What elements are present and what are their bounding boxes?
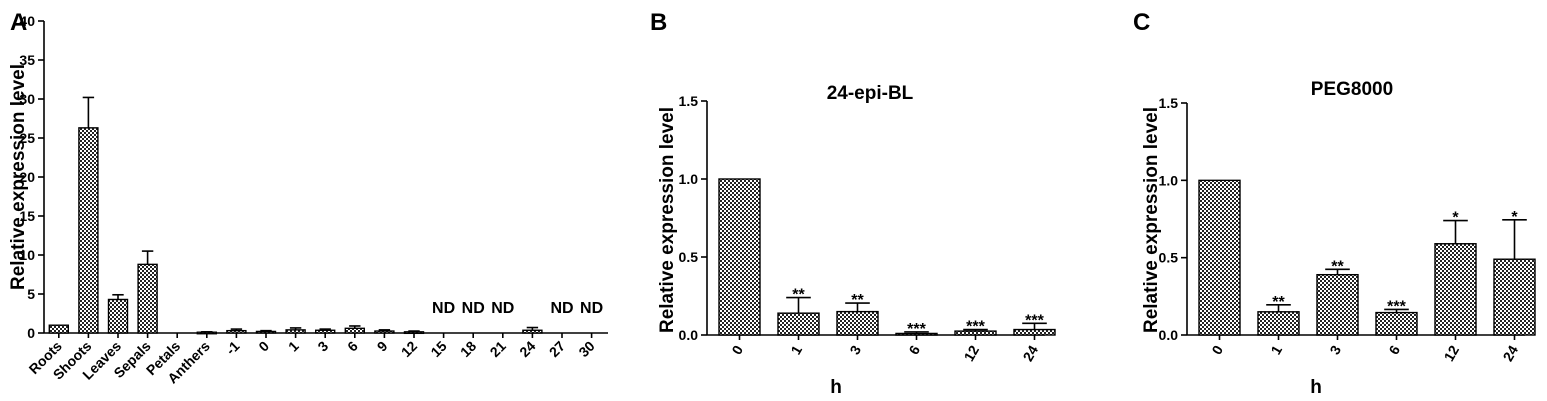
panel-b: B 24-epi-BL Relative expression level h 0.0 0… <box>650 9 1056 398</box>
x-tick-label: 21 <box>487 338 509 360</box>
y-axis-label: Relative expression level <box>657 107 678 333</box>
y-tick-label: 0.5 <box>1159 250 1179 266</box>
y-tick-label: 0.5 <box>679 249 699 265</box>
bar <box>1316 273 1359 336</box>
bar <box>522 329 543 334</box>
y-tick-label: 35 <box>19 52 35 68</box>
x-tick-label: 27 <box>546 338 568 360</box>
bar <box>1198 179 1241 336</box>
y-tick-label: 20 <box>19 169 35 185</box>
significance-label: *** <box>1025 312 1044 329</box>
x-tick-label: 12 <box>1440 342 1462 364</box>
y-tick-label: 40 <box>19 13 35 29</box>
x-tick-label: 0 <box>1208 342 1226 357</box>
x-tick-label: 0 <box>255 338 272 355</box>
x-axis-label: h <box>830 377 842 398</box>
bar <box>1493 258 1536 336</box>
y-tick-label: 1.0 <box>679 171 699 187</box>
bar <box>255 330 277 334</box>
not-detected-label: ND <box>432 300 455 317</box>
y-tick-label: 0.0 <box>679 327 699 343</box>
y-tick-label: 15 <box>19 208 35 224</box>
bar <box>777 312 820 336</box>
bar <box>107 298 129 334</box>
significance-label: * <box>1511 209 1518 226</box>
significance-label: *** <box>907 321 926 338</box>
x-tick-label: 3 <box>314 338 331 355</box>
y-tick-label: 5 <box>27 286 35 302</box>
significance-label: *** <box>1387 298 1406 315</box>
y-tick-label: 0 <box>27 325 35 341</box>
bar <box>48 324 69 334</box>
bar <box>226 329 247 334</box>
x-tick-label: 12 <box>398 338 420 360</box>
bar <box>836 310 879 336</box>
panel-c: C PEG8000 Relative expression level h 0.0 0.5… <box>1133 9 1536 398</box>
bar <box>718 178 761 336</box>
x-tick-label: 30 <box>575 338 597 360</box>
panel-letter: C <box>1133 9 1150 36</box>
not-detected-label: ND <box>462 300 485 317</box>
y-tick-label: 0.0 <box>1159 327 1179 343</box>
bar <box>78 127 99 334</box>
x-tick-label: 6 <box>344 338 361 355</box>
bar <box>1434 243 1477 336</box>
chart-title: 24-epi-BL <box>827 83 914 104</box>
not-detected-label: ND <box>580 300 603 317</box>
y-axis-label: Relative expression level <box>1141 107 1162 333</box>
bar <box>403 331 425 335</box>
y-tick-label: 25 <box>19 130 35 146</box>
significance-label: *** <box>966 319 985 336</box>
y-tick-label: 10 <box>19 247 35 263</box>
x-tick-label: 24 <box>516 338 538 360</box>
x-tick-label: 6 <box>905 342 923 357</box>
x-tick-label: 3 <box>846 342 864 357</box>
x-tick-label: 12 <box>960 342 982 364</box>
significance-label: ** <box>1331 258 1344 275</box>
bar <box>1375 311 1418 336</box>
panel-letter: B <box>650 9 667 36</box>
bar <box>137 263 158 334</box>
y-tick-label: 1.5 <box>679 93 699 109</box>
not-detected-label: ND <box>550 300 573 317</box>
x-tick-label: 9 <box>374 338 391 355</box>
x-tick-label: 0 <box>728 342 746 357</box>
x-tick-label: 1 <box>1267 342 1285 357</box>
significance-label: * <box>1452 210 1459 227</box>
x-tick-label: 1 <box>285 338 302 355</box>
bar <box>1257 311 1300 336</box>
bar <box>1013 328 1056 336</box>
significance-label: ** <box>1272 294 1285 311</box>
significance-label: ** <box>851 292 864 309</box>
y-tick-label: 1.0 <box>1159 172 1179 188</box>
significance-label: ** <box>792 287 805 304</box>
not-detected-label: ND <box>491 300 514 317</box>
y-tick-label: 30 <box>19 91 35 107</box>
bar <box>344 327 365 334</box>
x-tick-label: 3 <box>1326 342 1344 357</box>
bar <box>374 330 395 334</box>
x-tick-label: 6 <box>1385 342 1403 357</box>
x-tick-label: 15 <box>427 338 449 360</box>
x-tick-label: 18 <box>457 338 479 360</box>
bar <box>315 329 336 334</box>
bar <box>285 329 306 334</box>
x-tick-label: 24 <box>1019 342 1041 364</box>
x-tick-label: 1 <box>787 342 805 357</box>
x-tick-label: 24 <box>1499 342 1521 364</box>
x-tick-label: -1 <box>222 338 242 358</box>
x-axis-label: h <box>1310 377 1322 398</box>
panel-letter: A <box>10 9 27 36</box>
y-tick-label: 1.5 <box>1159 95 1179 111</box>
chart-title: PEG8000 <box>1311 79 1393 100</box>
y-axis-label: Relative expression level <box>8 64 29 290</box>
